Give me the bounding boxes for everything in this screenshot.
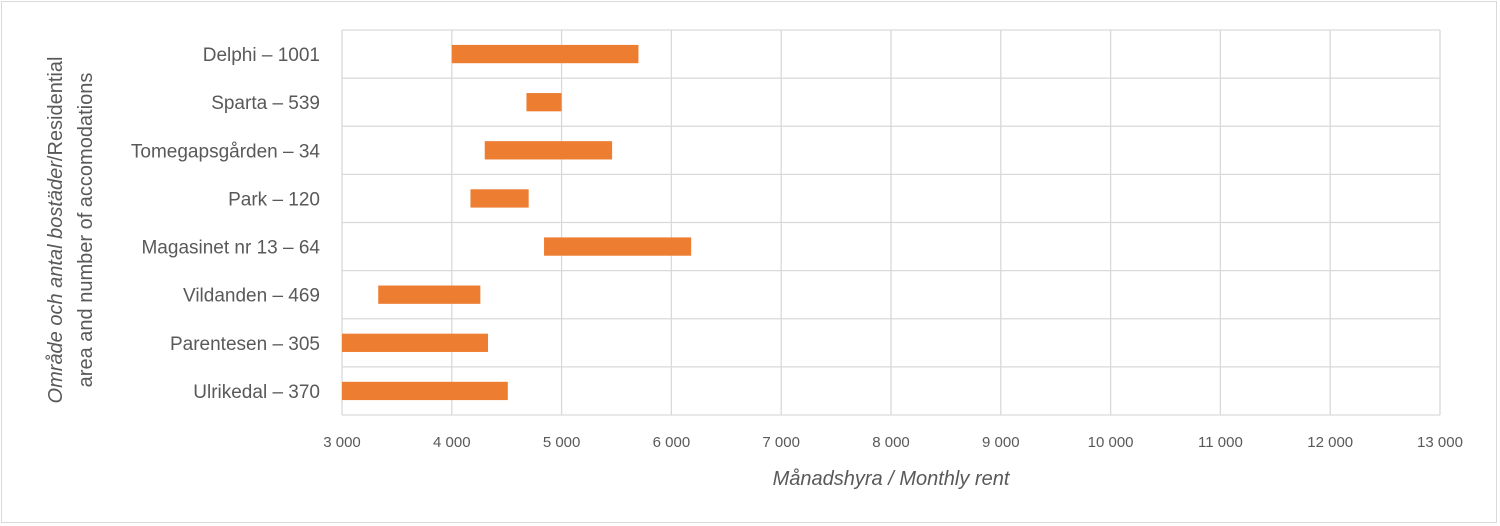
category-label-6: Parentesen – 305 (170, 334, 320, 355)
category-labels: Delphi – 1001 Sparta – 539 Tomegapsgården … (131, 45, 321, 403)
bar-7 (342, 381, 508, 401)
category-label-0: Delphi – 1001 (203, 45, 320, 66)
y-axis-title-italic: Område och antal bostäder (45, 160, 67, 404)
x-tick-label-10: 13 000 (1417, 434, 1463, 451)
category-label-5: Vildanden – 469 (183, 286, 320, 307)
x-tick-labels: 3 000 4 000 5 000 6 000 7 000 8 000 9 000 10 00… (323, 434, 1463, 451)
x-tick-label-7: 10 000 (1088, 434, 1134, 451)
y-axis-title-rest: /Residential (45, 57, 67, 162)
bar-5 (378, 285, 481, 304)
x-tick-label-0: 3 000 (323, 434, 361, 451)
x-tick-label-3: 6 000 (653, 434, 691, 451)
category-label-3: Park – 120 (228, 189, 320, 210)
x-tick-label-5: 8 000 (872, 434, 910, 451)
y-axis-title-line2: area and number of accomodations (75, 73, 97, 388)
y-axis-title: Område och antal bostäder/Residential ar… (45, 57, 97, 404)
x-tick-label-8: 11 000 (1198, 434, 1243, 451)
x-tick-label-4: 7 000 (762, 434, 800, 451)
bar-0 (451, 44, 639, 64)
x-tick-label-2: 5 000 (543, 434, 581, 451)
x-tick-label-9: 12 000 (1307, 434, 1353, 451)
category-label-2: Tomegapsgården – 34 (131, 141, 321, 162)
category-label-7: Ulrikedal – 370 (193, 382, 320, 403)
bar-3 (470, 189, 529, 208)
x-axis-title: Månadshyra / Monthly rent (773, 468, 1011, 490)
gridlines (341, 29, 1441, 416)
bar-4 (544, 237, 692, 256)
x-tick-label-1: 4 000 (433, 434, 471, 451)
bars (342, 44, 692, 401)
x-tick-label-6: 9 000 (982, 434, 1020, 451)
category-label-1: Sparta – 539 (211, 93, 320, 114)
category-label-4: Magasinet nr 13 – 64 (141, 238, 320, 259)
y-axis-title-line1: Område och antal bostäder/Residential (45, 57, 67, 404)
bar-6 (342, 333, 489, 352)
bar-2 (484, 141, 613, 160)
bar-1 (526, 93, 562, 112)
